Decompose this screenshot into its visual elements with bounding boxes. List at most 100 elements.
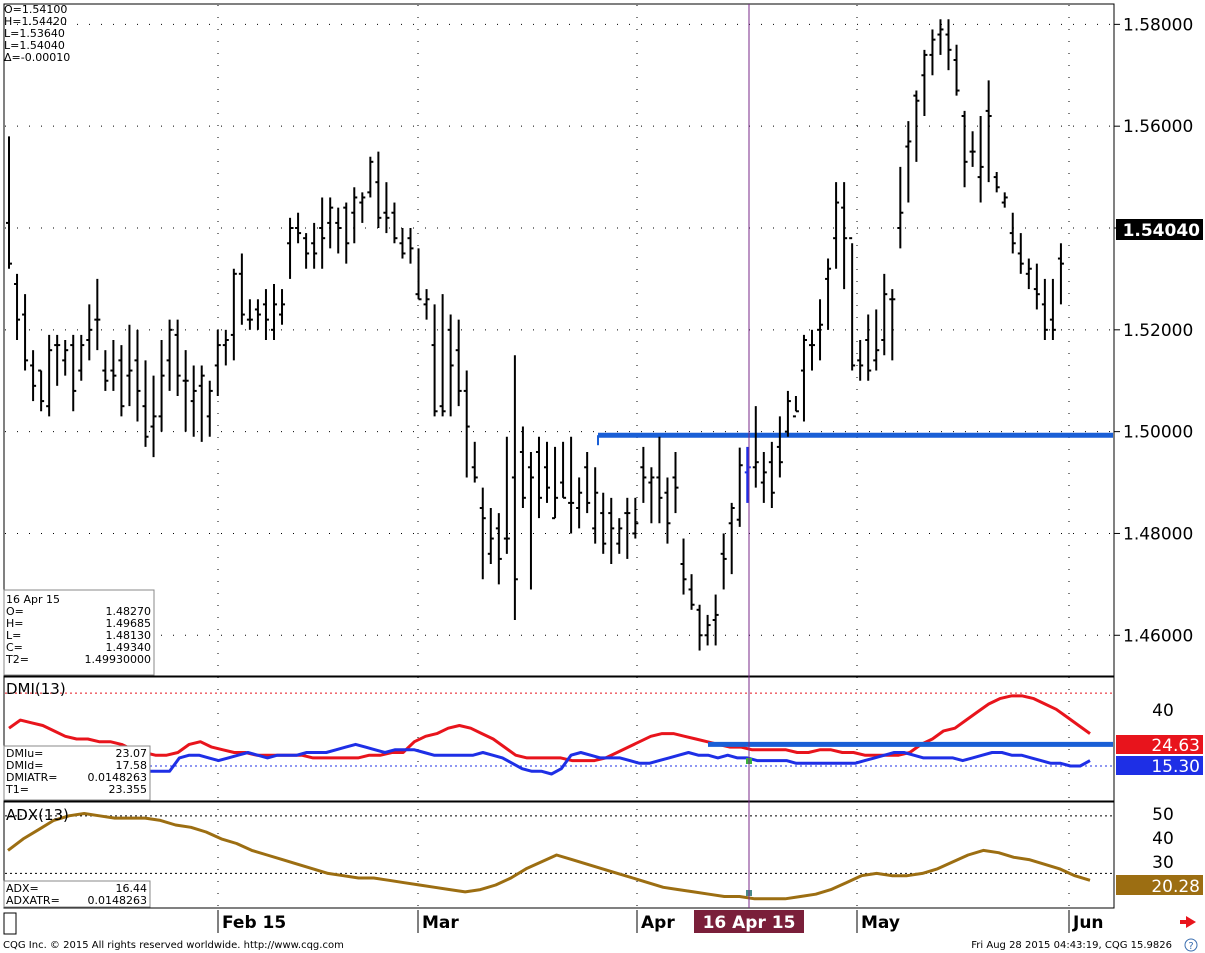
price-panel[interactable] xyxy=(3,3,1115,677)
ohlc-bar xyxy=(134,329,141,422)
adx-value: 20.28 xyxy=(1151,877,1200,897)
ohlc-bar xyxy=(929,29,936,76)
ohlc-bar xyxy=(608,497,615,564)
cursor-row-value: 1.49685 xyxy=(106,617,152,630)
ohlc-bar xyxy=(479,487,486,580)
ohlc-bar xyxy=(335,207,342,254)
readout-delta: Δ=-0.00010 xyxy=(4,51,70,64)
adx-title: ADX(13) xyxy=(6,806,69,824)
price-tick-label: 1.52000 xyxy=(1123,321,1193,341)
ohlc-bar xyxy=(158,340,165,432)
ohlc-bar xyxy=(945,19,952,71)
ohlc-bar xyxy=(1017,233,1024,274)
footer-copyright: CQG Inc. © 2015 All rights reserved worl… xyxy=(3,940,344,951)
adx-row-value: 16.44 xyxy=(116,882,148,895)
ohlc-bar xyxy=(343,202,350,264)
dmi-minus-value: 15.30 xyxy=(1151,757,1200,777)
ohlc-bar xyxy=(431,304,438,417)
ohlc-bar xyxy=(873,309,880,371)
ohlc-bar xyxy=(776,416,783,478)
cursor-date-label: 16 Apr 15 xyxy=(703,913,796,933)
price-tick-label: 1.56000 xyxy=(1123,117,1193,137)
ohlc-bar xyxy=(62,340,69,376)
dmi-row-key: DMId= xyxy=(6,759,43,772)
ohlc-bar xyxy=(6,136,12,269)
scroll-right-arrow-icon[interactable] xyxy=(1186,916,1196,928)
ohlc-bar xyxy=(825,258,832,330)
ohlc-bar xyxy=(889,289,896,361)
ohlc-bar xyxy=(784,390,791,437)
ohlc-bar xyxy=(327,197,334,249)
ohlc-bar xyxy=(367,156,374,198)
ohlc-bar xyxy=(1033,263,1040,310)
dmi-plus-tag xyxy=(1116,735,1203,754)
time-label-jun: Jun xyxy=(1072,913,1104,933)
ohlc-bar xyxy=(198,365,205,442)
adx-tick-40: 40 xyxy=(1152,829,1174,849)
dmi-plus-value: 24.63 xyxy=(1151,736,1200,756)
ohlc-bar xyxy=(38,369,45,412)
adx-row-value: 0.0148263 xyxy=(88,894,148,907)
ohlc-bar xyxy=(206,380,213,437)
ohlc-bar xyxy=(391,202,398,244)
ohlc-bar xyxy=(792,396,799,418)
ohlc-bar xyxy=(503,436,510,554)
ohlc-bar xyxy=(319,197,326,269)
ohlc-bar xyxy=(279,289,286,325)
ohlc-bar xyxy=(648,467,655,524)
ohlc-bar xyxy=(70,334,77,412)
ohlc-bar xyxy=(527,452,534,590)
dmi-tick-40: 40 xyxy=(1152,701,1174,721)
cursor-row-key: C= xyxy=(6,641,23,654)
ohlc-bar xyxy=(600,492,607,554)
scroll-right-arrow-stem xyxy=(1180,920,1187,924)
ohlc-bar xyxy=(632,497,639,539)
adx-row-key: ADX= xyxy=(6,882,39,895)
ohlc-bar xyxy=(897,166,904,249)
adx-tick-30: 30 xyxy=(1152,853,1174,873)
ohlc-bar xyxy=(511,355,518,620)
ohlc-bar xyxy=(576,477,583,529)
ohlc-bar xyxy=(977,116,984,203)
ohlc-bar xyxy=(993,172,1000,193)
ohlc-bar xyxy=(487,508,494,564)
ohlc-bar xyxy=(182,350,189,432)
dmi-row-key: DMIu= xyxy=(6,747,43,760)
ohlc-bar xyxy=(455,319,462,407)
price-axis[interactable]: 1.580001.560001.540001.520001.500001.480… xyxy=(1114,15,1193,646)
scroll-left-box[interactable] xyxy=(3,912,17,935)
ohlc-bar xyxy=(688,574,695,610)
price-tick-label: 1.48000 xyxy=(1123,524,1193,544)
ohlc-bar xyxy=(616,518,623,554)
time-axis[interactable]: Feb 15 Mar Apr May Jun 16 Apr 15 xyxy=(3,910,1196,935)
time-label-apr: Apr xyxy=(641,913,675,933)
ohlc-bar xyxy=(568,436,575,534)
dmi-panel[interactable] xyxy=(3,676,1115,802)
price-tick-label: 1.50000 xyxy=(1123,423,1193,443)
ohlc-bar xyxy=(254,299,261,330)
help-icon[interactable]: ? xyxy=(1184,938,1198,952)
ohlc-bar xyxy=(985,80,992,183)
ohlc-bar xyxy=(295,212,302,244)
ohlc-bar xyxy=(953,44,960,96)
ohlc-bar xyxy=(14,273,21,340)
ohlc-bar xyxy=(1041,278,1048,340)
cursor-row-value: 1.49340 xyxy=(106,641,152,654)
ohlc-bar xyxy=(214,329,221,396)
ohlc-bar xyxy=(592,467,599,544)
adx-row-key: ADXATR= xyxy=(6,894,60,907)
cursor-row-key: H= xyxy=(6,617,24,630)
dmi-row-value: 23.355 xyxy=(109,783,148,796)
ohlc-bar xyxy=(961,110,968,188)
ohlc-bar xyxy=(230,268,237,361)
ohlc-bar xyxy=(126,324,133,407)
cursor-date-tag xyxy=(694,910,804,933)
ohlc-bar xyxy=(720,533,727,590)
cursor-row-key: L= xyxy=(6,629,21,642)
ohlc-bar xyxy=(728,502,735,575)
ohlc-bar xyxy=(142,360,149,447)
price-tick-label: 1.58000 xyxy=(1123,15,1193,35)
ohlc-bar xyxy=(519,426,526,508)
ohlc-bar xyxy=(849,237,856,371)
